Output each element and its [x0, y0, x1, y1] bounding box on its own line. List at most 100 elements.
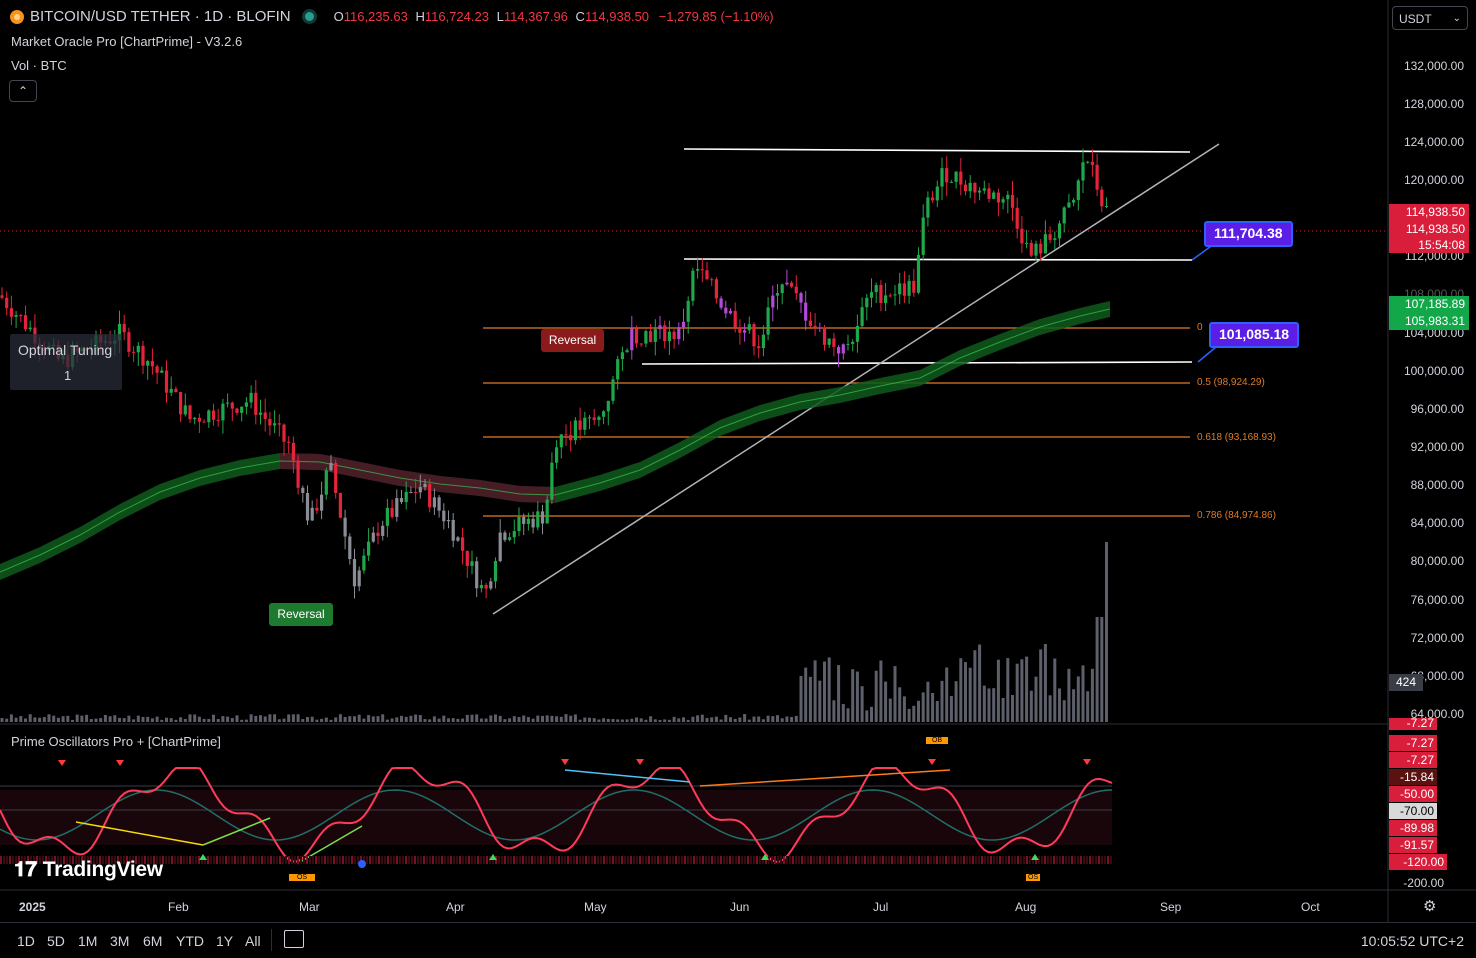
oscillator-histogram [1017, 856, 1019, 864]
divergence-line [75, 821, 204, 846]
volume-legend[interactable]: Vol · BTC [11, 58, 67, 73]
volume-bar [578, 719, 582, 722]
oscillator-histogram [684, 856, 686, 864]
volume-bar [447, 718, 450, 722]
volume-bar [207, 718, 211, 722]
clock[interactable]: 10:05:52 UTC+2 [1360, 933, 1464, 949]
candle-body [587, 417, 592, 419]
x-tick: Aug [1015, 900, 1037, 914]
volume-bar [353, 716, 356, 722]
settings-gear-icon[interactable]: ⚙ [1423, 898, 1437, 915]
oscillator-histogram [609, 856, 611, 864]
oscillator-histogram [462, 856, 464, 864]
timeframe-5d[interactable]: 5D [47, 933, 65, 949]
oscillator-histogram [852, 856, 854, 864]
oscillator-histogram [639, 856, 641, 864]
candle-body [1039, 243, 1043, 254]
oscillator-histogram [615, 856, 617, 864]
candle-body [1015, 207, 1019, 229]
candle-body [367, 541, 371, 556]
candle-body [644, 331, 648, 344]
candle-body [540, 511, 545, 524]
volume-bar [616, 719, 620, 722]
countdown-badge: 114,938.50 15:54:08 [1389, 221, 1469, 253]
oscillator-histogram [693, 856, 695, 864]
volume-bar [221, 716, 225, 722]
oscillator-histogram [450, 856, 452, 864]
volume-bar [306, 717, 309, 722]
candle-body [555, 447, 559, 463]
oscillator-histogram [1047, 856, 1049, 864]
candle-body [273, 423, 277, 426]
oscillator-histogram [972, 856, 974, 864]
volume-bar [324, 717, 328, 722]
candle-body [606, 400, 610, 412]
symbol-title[interactable]: BITCOIN/USD TETHER · 1D · BLOFIN [30, 8, 291, 25]
oscillator-histogram [966, 856, 968, 864]
oscillator-legend[interactable]: Prime Oscillators Pro + [ChartPrime] [11, 734, 221, 749]
tuning-title: Optimal Tuning [18, 342, 113, 358]
indicator-legend[interactable]: Market Oracle Pro [ChartPrime] - V3.2.6 [11, 34, 243, 49]
timeframe-3m[interactable]: 3M [110, 933, 130, 949]
volume-bar [931, 692, 935, 722]
oscillator-histogram [921, 856, 923, 864]
volume-bar [409, 715, 413, 722]
oscillator-histogram [624, 856, 626, 864]
oscillator-histogram [273, 856, 275, 864]
oscillator-histogram [252, 856, 254, 864]
oscillator-histogram [435, 856, 437, 864]
candle-body [146, 360, 150, 366]
timeframe-ytd[interactable]: YTD [176, 933, 204, 949]
oscillator-histogram [165, 856, 167, 864]
volume-bar [874, 670, 878, 722]
oscillator-histogram [102, 856, 104, 864]
collapse-legend-button[interactable]: ⌃ [9, 80, 37, 102]
volume-bar [686, 719, 690, 722]
candle-body [841, 344, 845, 354]
currency-selector[interactable]: USDT ⌄ [1392, 6, 1468, 30]
volume-bar [1081, 665, 1085, 722]
oscillator-histogram [627, 856, 629, 864]
oscillator-histogram [84, 856, 86, 864]
oscillator-histogram [810, 856, 812, 864]
candle-body [254, 392, 258, 415]
date-range-icon[interactable] [284, 930, 304, 948]
timeframe-1m[interactable]: 1M [78, 933, 98, 949]
candle-body [503, 532, 507, 540]
oscillator-histogram [9, 856, 11, 864]
timeframe-6m[interactable]: 6M [143, 933, 163, 949]
tradingview-logo[interactable]: 𝟏𝟕 TradingView [14, 858, 163, 882]
ob-marker: OB [926, 737, 948, 744]
oscillator-histogram [342, 856, 344, 864]
volume-bar [837, 665, 841, 722]
x-tick: Jul [873, 900, 889, 914]
candle-body [978, 190, 982, 193]
sell-signal-marker [928, 759, 936, 765]
oscillator-histogram [552, 856, 554, 864]
oscillator-histogram [696, 856, 698, 864]
volume-bar [418, 715, 422, 722]
volume-bar [244, 719, 248, 722]
volume-bar [982, 685, 986, 722]
oscillator-histogram [318, 856, 320, 864]
oscillator-histogram [714, 856, 716, 864]
divergence-line [564, 769, 691, 783]
oscillator-histogram [159, 856, 161, 864]
timeframe-1y[interactable]: 1Y [216, 933, 234, 949]
candle-body [1020, 228, 1024, 244]
candle-body [902, 283, 906, 296]
oscillator-histogram [675, 856, 677, 864]
candle-body [493, 561, 498, 582]
volume-bar [141, 716, 145, 722]
volume-bar [733, 718, 737, 722]
oscillator-histogram [591, 856, 593, 864]
oscillator-histogram [897, 856, 899, 864]
volume-bar [1034, 676, 1038, 722]
candle-body [1062, 207, 1066, 224]
timeframe-all[interactable]: All [245, 933, 261, 949]
candle-body [28, 327, 32, 330]
oscillator-histogram [732, 856, 734, 864]
candle-body [705, 270, 709, 280]
timeframe-1d[interactable]: 1D [17, 933, 35, 949]
